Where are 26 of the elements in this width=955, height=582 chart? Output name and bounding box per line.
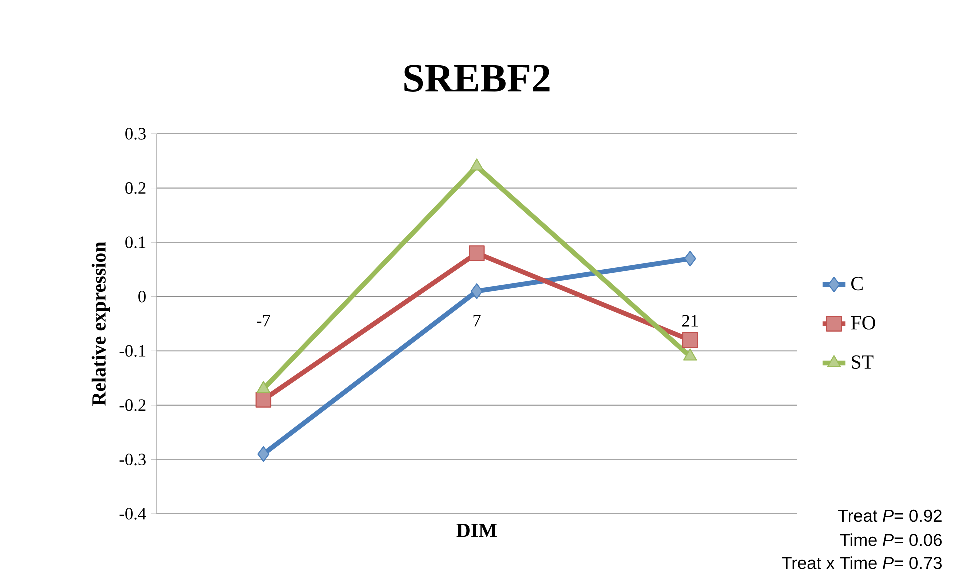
point: [258, 446, 270, 462]
text: Time P= 0.06: [840, 534, 942, 546]
legend-label: FO: [851, 316, 876, 330]
x-axis-title: DIM: [456, 524, 497, 538]
y-tick-label: 0.2: [126, 182, 146, 194]
y-tick-label: 0.1: [126, 236, 146, 248]
y-tick-label: -0.3: [120, 454, 146, 466]
y-tick-label: 0: [138, 291, 146, 303]
y-tick-label: 0.3: [126, 128, 146, 140]
text: Treat P= 0.92: [838, 510, 942, 522]
point: [256, 392, 272, 408]
y-tick-label: -0.4: [120, 508, 146, 520]
legend-label: C: [852, 277, 863, 291]
chart-title: SREBF2: [404, 65, 550, 92]
point: [682, 332, 698, 348]
y-tick-label: -0.2: [120, 400, 146, 412]
text: Treat x Time P= 0.73: [782, 556, 942, 570]
point: [469, 246, 485, 262]
x-tick-label: 7: [474, 315, 481, 327]
y-tick-label: -0.1: [120, 345, 146, 358]
point: [684, 250, 696, 267]
x-tick-label: 21: [682, 315, 698, 327]
point: [470, 284, 484, 300]
legend-label: ST: [852, 356, 874, 370]
y-axis-title: Relative expression: [92, 242, 110, 406]
x-tick-label: -7: [257, 315, 270, 327]
